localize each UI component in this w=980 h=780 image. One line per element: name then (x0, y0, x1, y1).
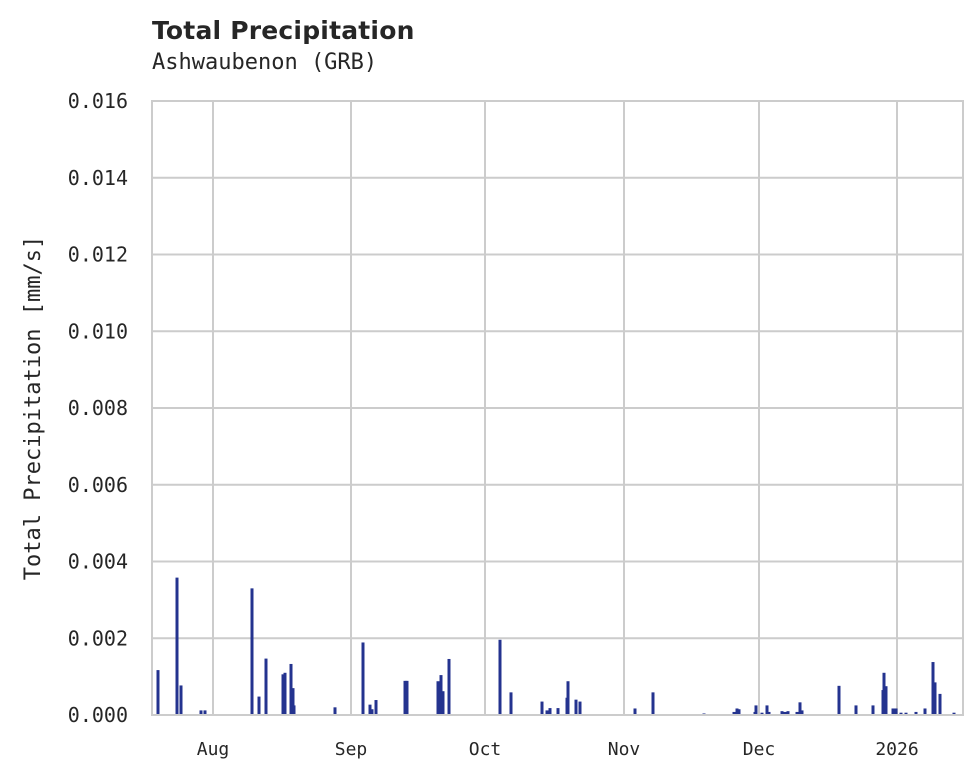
precip-bar (439, 675, 443, 715)
chart-subtitle: Ashwaubenon (GRB) (152, 50, 378, 75)
precip-bar (783, 711, 787, 715)
precip-bar (548, 708, 552, 715)
precip-bar (199, 710, 203, 715)
precip-bar (368, 704, 372, 715)
precip-bar (894, 708, 898, 715)
x-tick-label: 2026 (875, 739, 918, 760)
precip-bar (566, 681, 570, 715)
precip-bar (735, 708, 739, 715)
precip-bar (281, 674, 285, 715)
precip-bar (291, 688, 295, 715)
y-tick-label: 0.010 (68, 319, 128, 343)
precip-bar (798, 702, 802, 715)
precip-bar (250, 588, 254, 715)
precip-bar (556, 708, 560, 715)
y-axis-label: Total Precipitation [mm/s] (21, 236, 46, 580)
precip-bar (574, 699, 578, 715)
gridlines (152, 100, 963, 716)
precip-bar (578, 701, 582, 715)
chart-title: Total Precipitation (152, 16, 415, 45)
plot-frame (151, 100, 964, 716)
y-tick-label: 0.006 (68, 473, 128, 497)
precip-bar (854, 705, 858, 715)
precip-bar (732, 711, 736, 715)
precip-bar (780, 711, 784, 715)
y-tick-label: 0.004 (68, 550, 128, 574)
precip-bar (938, 693, 942, 715)
precip-bar (795, 711, 799, 715)
precip-bar (765, 705, 769, 715)
precip-bar (333, 707, 337, 715)
precip-bar (786, 711, 790, 715)
y-tick-label: 0.000 (68, 703, 128, 727)
precip-bar (447, 658, 451, 715)
precip-bar (837, 685, 841, 715)
precip-bar (405, 680, 409, 715)
precip-bar (175, 577, 179, 715)
y-tick-label: 0.002 (68, 626, 128, 650)
precip-bar (264, 658, 268, 715)
precip-bar (370, 709, 374, 715)
x-tick-label: Aug (197, 739, 230, 760)
precip-bar (292, 705, 296, 715)
precip-bar (540, 701, 544, 715)
precip-bar (651, 692, 655, 715)
precip-bar (871, 705, 875, 715)
precip-bar (760, 712, 764, 715)
precip-bar (933, 682, 937, 715)
precip-bar (203, 710, 207, 715)
precip-bar (884, 686, 888, 715)
y-tick-label: 0.012 (68, 243, 128, 267)
precip-bar (403, 680, 407, 715)
precip-bar (179, 685, 183, 715)
precip-bar (914, 711, 918, 715)
precip-bar (498, 639, 502, 715)
precip-bar (509, 692, 513, 715)
x-tick-label: Dec (743, 739, 776, 760)
precip-bar (441, 691, 445, 715)
precip-bar (545, 710, 549, 715)
precip-bar (436, 681, 440, 715)
x-tick-label: Nov (608, 739, 641, 760)
precip-bar (361, 642, 365, 715)
precip-bar (737, 709, 741, 715)
precip-bar (899, 712, 903, 715)
y-tick-label: 0.016 (68, 89, 128, 113)
precip-bar (923, 708, 927, 715)
precip-bar (904, 712, 908, 715)
precip-bar (283, 672, 287, 715)
precip-bar (767, 711, 771, 715)
precip-bar (882, 672, 886, 715)
precip-bar (289, 663, 293, 715)
precip-bar (931, 662, 935, 715)
precip-bar (633, 708, 637, 715)
y-tick-label: 0.014 (68, 166, 128, 190)
x-tick-label: Sep (335, 739, 368, 760)
x-tick-label: Oct (469, 739, 502, 760)
precip-bar (800, 710, 804, 715)
precip-bar (374, 700, 378, 715)
precipitation-series (156, 577, 956, 715)
precip-bar (952, 712, 956, 715)
precip-bar (257, 696, 261, 715)
y-tick-label: 0.008 (68, 396, 128, 420)
precip-bar (891, 708, 895, 715)
precip-bar (754, 705, 758, 715)
x-axis-ticks: Aug Sep Oct Nov Dec 2026 (197, 739, 919, 760)
precip-bar (156, 670, 160, 715)
y-axis-ticks: 0.000 0.002 0.004 0.006 0.008 0.010 0.012 0.014… (68, 89, 128, 727)
